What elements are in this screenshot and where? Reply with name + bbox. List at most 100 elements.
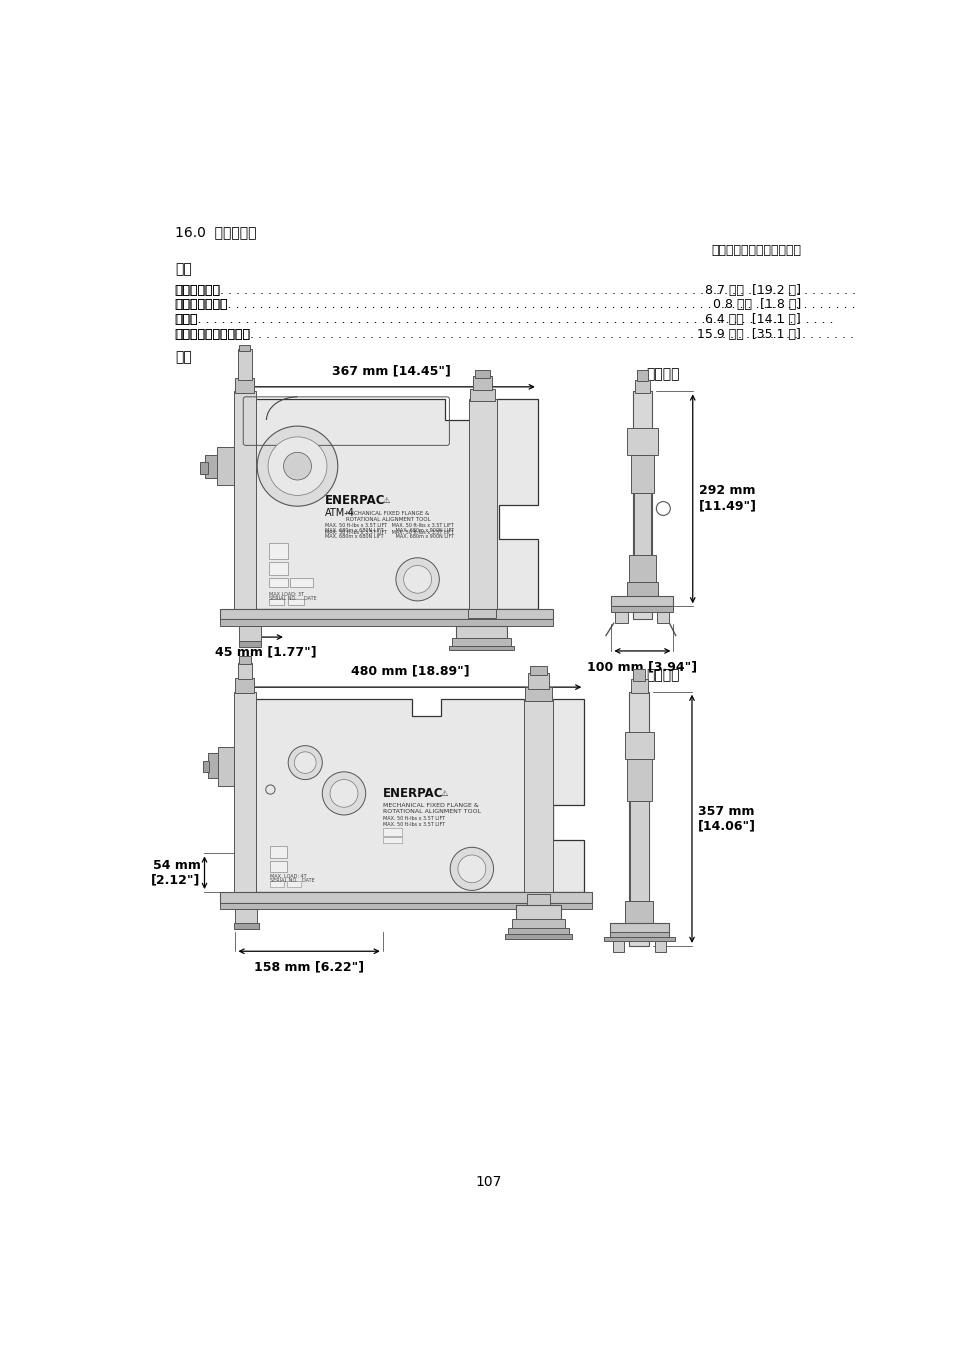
Bar — [208, 753, 218, 778]
Bar — [525, 687, 551, 701]
Text: 100 mm [3.94"]: 100 mm [3.94"] — [587, 660, 697, 674]
Bar — [270, 845, 287, 859]
Text: 手提箱. . . . . . . . . . . . . . . . . . . . . . . . . . . . . . . . . . . . . . .: 手提箱. . . . . . . . . . . . . . . . . . .… — [174, 313, 837, 325]
Text: SERIAL NO.     DATE: SERIAL NO. DATE — [269, 595, 316, 601]
Text: ATM-4: ATM-4 — [324, 508, 355, 518]
Circle shape — [322, 772, 365, 815]
Bar — [456, 625, 506, 640]
Text: MAX. LOAD: 4T: MAX. LOAD: 4T — [270, 875, 307, 879]
Polygon shape — [245, 400, 537, 609]
Text: ROTATIONAL ALIGNMENT TOOL: ROTATIONAL ALIGNMENT TOOL — [382, 810, 480, 814]
Bar — [239, 625, 261, 641]
Bar — [216, 447, 233, 486]
Circle shape — [395, 558, 439, 601]
Bar — [382, 837, 402, 844]
Bar — [626, 428, 658, 455]
Bar — [634, 379, 649, 393]
Bar — [233, 392, 255, 609]
Bar — [269, 543, 288, 559]
Bar — [528, 674, 548, 688]
Text: 扭矩扳手和套筒. . . . . . . . . . . . . . . . . . . . . . . . . . . . . . . . . . . . .: 扭矩扳手和套筒. . . . . . . . . . . . . . . . .… — [174, 298, 866, 312]
Circle shape — [294, 752, 315, 774]
Text: 357 mm
[14.06"]: 357 mm [14.06"] — [698, 805, 756, 833]
Bar — [239, 641, 261, 647]
Bar — [633, 392, 651, 618]
Bar — [239, 346, 250, 351]
Text: 16.0  重量和尺寸: 16.0 重量和尺寸 — [174, 225, 256, 239]
Bar — [233, 923, 258, 929]
Circle shape — [268, 437, 327, 495]
Bar — [630, 455, 654, 493]
Bar — [382, 828, 402, 836]
Bar — [468, 400, 497, 609]
Text: 480 mm [18.89"]: 480 mm [18.89"] — [350, 666, 469, 678]
Text: 最小延伸: 最小延伸 — [645, 367, 679, 382]
Bar — [626, 582, 658, 595]
Bar — [526, 894, 550, 904]
Bar — [624, 732, 654, 759]
Text: 6.4 千克  [14.1 磅]: 6.4 千克 [14.1 磅] — [705, 313, 801, 325]
Bar — [473, 377, 492, 390]
Text: MAX LOAD: 3T: MAX LOAD: 3T — [269, 591, 304, 597]
Bar — [612, 941, 623, 952]
Text: 54 mm
[2.12"]: 54 mm [2.12"] — [152, 859, 200, 887]
Bar — [609, 931, 668, 938]
Bar — [633, 493, 650, 555]
Text: 292 mm
[11.49"]: 292 mm [11.49"] — [699, 485, 756, 513]
Bar — [269, 578, 288, 587]
Bar — [452, 637, 510, 645]
Bar — [235, 678, 253, 694]
Bar — [629, 691, 649, 946]
Bar — [629, 801, 648, 902]
Bar — [199, 462, 208, 474]
Bar — [523, 699, 553, 894]
Text: 最大延伸: 最大延伸 — [645, 668, 679, 682]
Polygon shape — [254, 699, 583, 892]
Bar — [637, 370, 647, 382]
Text: SERIAL NO.   DATE: SERIAL NO. DATE — [270, 878, 314, 883]
Bar — [512, 919, 564, 930]
Text: MAX. 50 ft-lbs x 3.5T LIFT: MAX. 50 ft-lbs x 3.5T LIFT — [382, 822, 444, 828]
Bar — [611, 606, 673, 613]
Text: MAX. 50 ft-lbs x 3.5T LIFT   MAX. 50 ft-lbs x 3.5T LIFT: MAX. 50 ft-lbs x 3.5T LIFT MAX. 50 ft-lb… — [324, 522, 453, 528]
Bar — [633, 668, 645, 680]
Bar — [505, 934, 571, 940]
Bar — [470, 389, 495, 401]
Bar — [629, 555, 655, 582]
Bar — [220, 903, 592, 909]
Text: ⚠: ⚠ — [382, 497, 390, 505]
Bar — [286, 882, 300, 887]
Bar — [220, 609, 553, 620]
Circle shape — [403, 566, 431, 593]
Bar — [626, 759, 651, 801]
Text: 注意：所示重量为近似值。: 注意：所示重量为近似值。 — [711, 244, 801, 258]
Text: 扭矩扳手和套筒: 扭矩扳手和套筒 — [174, 298, 228, 312]
Bar — [237, 350, 252, 379]
Bar — [288, 598, 303, 605]
Bar — [448, 645, 514, 651]
Bar — [603, 937, 674, 941]
Bar — [220, 620, 553, 625]
Text: MAX. 680m x 680N LIFT        MAX. 680m x 900N LIFT: MAX. 680m x 680N LIFT MAX. 680m x 900N L… — [324, 528, 454, 532]
Circle shape — [283, 452, 311, 481]
Text: 配皮带的工具: 配皮带的工具 — [174, 284, 220, 297]
Bar — [238, 656, 251, 664]
Bar — [270, 861, 287, 872]
Bar — [270, 882, 284, 887]
Circle shape — [330, 779, 357, 807]
Text: MAX. 680m x 680N LIFT        MAX. 680m x 900N LIFT: MAX. 680m x 680N LIFT MAX. 680m x 900N L… — [324, 535, 454, 540]
Circle shape — [457, 855, 485, 883]
Text: 以上所列物品的总重量: 以上所列物品的总重量 — [174, 328, 250, 340]
Text: ENERPAC: ENERPAC — [382, 787, 443, 801]
Text: ROTATIONAL ALIGNMENT TOOL: ROTATIONAL ALIGNMENT TOOL — [346, 517, 431, 522]
Bar — [654, 941, 665, 952]
Text: 配皮带的工具. . . . . . . . . . . . . . . . . . . . . . . . . . . . . . . . . . . . . : 配皮带的工具. . . . . . . . . . . . . . . . . … — [174, 284, 860, 297]
Text: 45 mm [1.77"]: 45 mm [1.77"] — [214, 645, 316, 659]
Bar — [615, 613, 627, 624]
Bar — [609, 923, 668, 934]
Bar — [220, 892, 592, 903]
Bar — [233, 691, 255, 899]
Bar — [290, 578, 313, 587]
Text: 107: 107 — [476, 1174, 501, 1188]
Bar — [203, 761, 209, 772]
